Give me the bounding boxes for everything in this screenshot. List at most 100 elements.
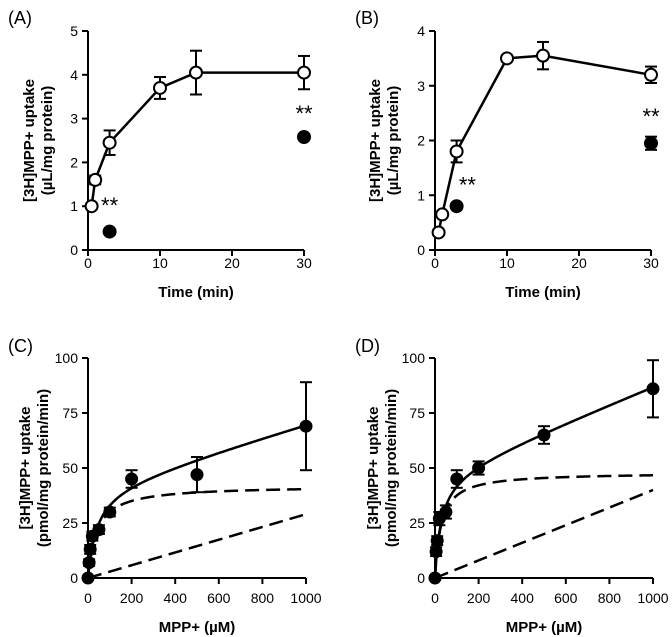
- data-point-filled: [430, 534, 444, 548]
- data-point-open: [102, 135, 117, 150]
- x-tick-label: 200: [467, 590, 491, 606]
- data-point-filled: [428, 571, 442, 585]
- data-point-open: [84, 199, 99, 214]
- x-tick-label: 800: [598, 590, 622, 606]
- data-point-open: [153, 80, 167, 95]
- x-tick-label: 20: [571, 255, 587, 271]
- data-point-filled: [125, 472, 139, 486]
- y-axis-label-line1: [3H]MPP+ uptake: [21, 79, 38, 202]
- x-axis-label: Time (min): [158, 284, 234, 301]
- y-tick-label: 25: [409, 515, 425, 531]
- x-tick-label: 0: [431, 590, 439, 606]
- y-axis-label-line2: (µL/mg protein): [39, 86, 56, 195]
- y-axis-label-line2: (µL/mg protein): [385, 86, 402, 195]
- panel-label: (C): [8, 336, 33, 356]
- x-tick-label: 400: [511, 590, 535, 606]
- data-point-open: [500, 51, 514, 66]
- y-tick-label: 0: [70, 570, 78, 586]
- panel-label: (D): [355, 336, 380, 356]
- data-point-open: [297, 65, 311, 80]
- x-tick-label: 0: [84, 590, 92, 606]
- y-tick-label: 2: [417, 133, 425, 149]
- x-tick-label: 30: [643, 255, 659, 271]
- data-point-open: [449, 144, 464, 159]
- y-tick-label: 0: [417, 570, 425, 586]
- y-axis-label-line1: [3H]MPP+ uptake: [367, 79, 384, 202]
- x-axis-label: MPP+ (µM): [159, 619, 236, 636]
- fit-total-line: [433, 386, 654, 579]
- data-point-open: [435, 207, 450, 222]
- panel-c: (C) 0 200 400 600 800 1000 0 25 50 75 100 MPP+ (µM) […: [8, 336, 322, 636]
- y-tick-label: 4: [70, 67, 78, 83]
- panel-d: (D) 0 200 400 600 800 1000 0 25 50 75 100 MPP+ (µM) […: [355, 336, 669, 636]
- y-tick-label: 75: [409, 405, 425, 421]
- y-tick-label: 0: [417, 242, 425, 258]
- x-tick-label: 30: [296, 255, 312, 271]
- x-tick-label: 800: [251, 590, 275, 606]
- data-point-filled: [190, 468, 204, 482]
- y-axis-label-line2: (pmol/mg protein/min): [35, 389, 52, 547]
- data-point-filled: [83, 542, 97, 556]
- data-point-filled: [450, 472, 464, 486]
- data-point-filled: [82, 556, 96, 570]
- x-tick-label: 10: [152, 255, 168, 271]
- fit-linear-line: [434, 488, 654, 580]
- fit-linear-line: [87, 513, 307, 580]
- series-line: [90, 71, 304, 207]
- y-tick-label: 1: [417, 187, 425, 203]
- data-point-open: [431, 225, 446, 240]
- x-tick-label: 200: [120, 590, 144, 606]
- data-point-open: [644, 67, 658, 82]
- fit-total-line: [86, 424, 307, 579]
- data-point-filled: [646, 382, 660, 396]
- data-point-filled: [472, 461, 486, 475]
- x-tick-label: 10: [499, 255, 515, 271]
- significance-annotation: **: [642, 104, 660, 129]
- data-point-open: [88, 172, 103, 187]
- y-tick-label: 100: [55, 350, 79, 366]
- y-tick-label: 1: [70, 198, 78, 214]
- significance-annotation: **: [101, 193, 119, 218]
- y-tick-label: 75: [62, 405, 78, 421]
- data-point-filled: [92, 523, 106, 537]
- series-line: [437, 54, 652, 233]
- y-tick-label: 4: [417, 23, 425, 39]
- y-tick-label: 0: [70, 242, 78, 258]
- fit-saturable-line: [433, 474, 654, 579]
- panel-label: (A): [8, 8, 32, 28]
- x-axis-label: Time (min): [505, 284, 581, 301]
- panel-a: (A) 0 10 20 30 0 1 2 3 4 5 Time (min) [3H]MPP+ uptak…: [8, 8, 313, 301]
- panel-b: (B) 0 10 20 30 0 1 2 3 4 Time (min) [3H]MPP+ uptake…: [355, 8, 660, 301]
- x-tick-label: 0: [431, 255, 439, 271]
- y-tick-label: 3: [70, 111, 78, 127]
- significance-annotation: **: [459, 173, 477, 198]
- significance-annotation: **: [295, 101, 313, 126]
- x-tick-label: 20: [224, 255, 240, 271]
- data-point-filled: [299, 419, 313, 433]
- data-point-filled: [103, 505, 117, 519]
- x-tick-label: 0: [84, 255, 92, 271]
- data-point-filled: [439, 505, 453, 519]
- y-tick-label: 100: [402, 350, 426, 366]
- data-point-filled: [537, 428, 551, 442]
- y-axis-label-line1: [3H]MPP+ uptake: [17, 407, 34, 530]
- y-tick-label: 5: [70, 23, 78, 39]
- y-tick-label: 50: [62, 460, 78, 476]
- data-point-filled: [449, 199, 464, 214]
- data-point-open: [189, 65, 203, 80]
- data-point-filled: [297, 129, 311, 144]
- y-tick-label: 50: [409, 460, 425, 476]
- x-tick-label: 600: [207, 590, 231, 606]
- x-tick-label: 1000: [290, 590, 321, 606]
- data-point-filled: [429, 545, 443, 559]
- y-axis-label-line2: (pmol/mg protein/min): [383, 389, 400, 547]
- data-point-filled: [102, 224, 117, 239]
- y-tick-label: 3: [417, 78, 425, 94]
- y-tick-label: 2: [70, 154, 78, 170]
- data-point-filled: [81, 571, 95, 585]
- panel-label: (B): [355, 8, 379, 28]
- y-tick-label: 25: [62, 515, 78, 531]
- x-tick-label: 600: [554, 590, 578, 606]
- x-tick-label: 1000: [637, 590, 668, 606]
